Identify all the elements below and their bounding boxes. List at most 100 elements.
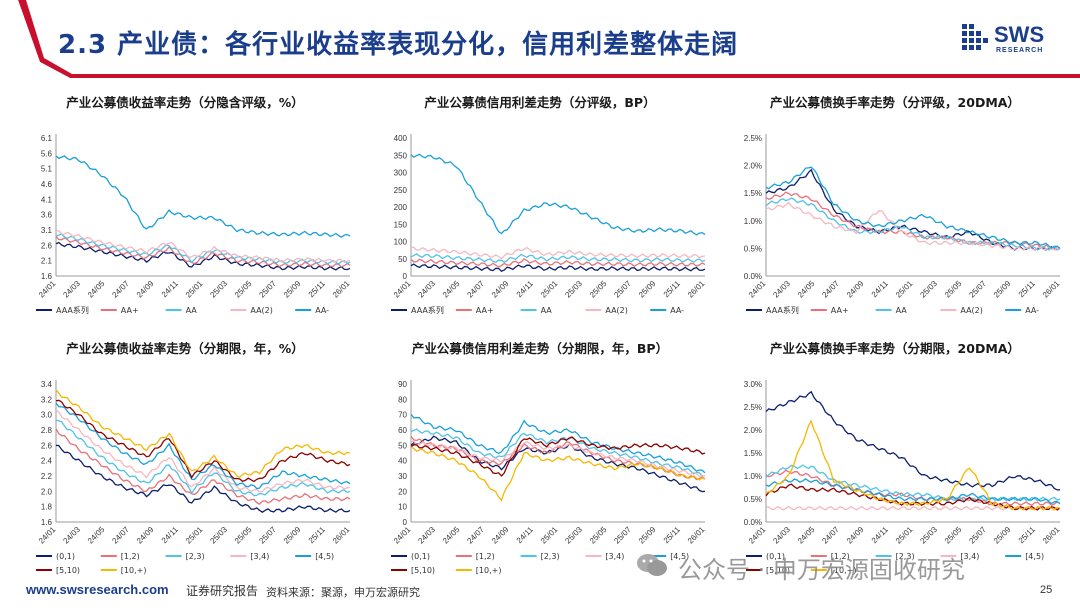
legend-label: AA(2): [250, 306, 273, 315]
x-tick-label: 25/01: [184, 525, 205, 546]
series-line: [55, 241, 351, 271]
y-tick-label: 2.1: [41, 257, 53, 266]
x-tick-label: 24/09: [490, 525, 511, 546]
x-tick-label: 25/03: [563, 525, 584, 546]
wechat-icon: [637, 554, 667, 576]
series-line: [765, 464, 1061, 502]
legend-label: AA-: [315, 306, 329, 315]
x-tick-label: 25/09: [282, 525, 303, 546]
y-tick-label: 0: [403, 518, 408, 527]
legend-label: AAA系列: [411, 305, 444, 315]
y-tick-label: 2.6: [41, 441, 53, 450]
x-tick-label: 25/11: [662, 525, 682, 545]
legend-label: [2,3): [186, 552, 205, 561]
y-tick-label: 3.2: [41, 395, 53, 404]
chart-svg: 1.6 1.8 2.0 2.2 2.4 2.6 2.8 3.0 3.2 3.4 24/01 24/03…: [36, 380, 352, 575]
y-tick-label: 5.6: [41, 149, 53, 158]
x-tick-label: 25/09: [637, 525, 658, 546]
series-line: [765, 197, 1061, 251]
watermark-text: 公众号 · 申万宏源固收研究: [678, 556, 965, 584]
series-line: [410, 258, 706, 268]
legend-label: AA+: [831, 306, 849, 315]
x-tick-label: 25/11: [307, 525, 327, 545]
x-tick-label: 25/05: [943, 279, 964, 300]
x-tick-label: 25/09: [282, 279, 303, 300]
series-line: [55, 402, 351, 490]
chart-yield-by-rating: 产业公募债收益率走势（分隐含评级，%） 1.6 2.1 2.6 3.1 3.6 4.1 4.…: [10, 92, 360, 332]
y-tick-label: 1.0%: [744, 472, 762, 481]
legend-label: [3,4): [605, 552, 624, 561]
y-tick-label: 3.4: [41, 380, 53, 389]
x-tick-label: 24/05: [86, 279, 107, 300]
series-line: [55, 229, 351, 264]
chart-title: 产业公募债收益率走势（分隐含评级，%）: [66, 95, 304, 110]
x-tick-label: 25/05: [233, 279, 254, 300]
page-title: 2.3 产业债：各行业收益率表现分化，信用利差整体走阔: [58, 30, 739, 60]
y-tick-label: 1.8: [41, 503, 53, 512]
series-line: [55, 409, 351, 493]
x-tick-label: 25/01: [539, 279, 560, 300]
x-tick-label: 24/05: [796, 279, 817, 300]
logo-icon: [962, 24, 988, 50]
x-tick-label: 26/01: [686, 279, 707, 300]
x-tick-label: 24/05: [441, 525, 462, 546]
x-tick-label: 26/01: [1041, 525, 1062, 546]
x-tick-label: 24/07: [110, 525, 131, 546]
series-line: [55, 419, 351, 497]
y-tick-label: 6.1: [41, 134, 53, 143]
x-tick-label: 24/03: [61, 279, 82, 300]
legend-label: [3,4): [250, 552, 269, 561]
legend-label: [10,+): [831, 566, 857, 575]
x-tick-label: 25/09: [992, 525, 1013, 546]
chart-svg: 0.0%0.5%1.0%1.5%2.0%2.5%3.0%24/01 24/03 24…: [744, 380, 1062, 575]
x-tick-label: 25/05: [233, 525, 254, 546]
x-tick-label: 24/09: [845, 279, 866, 300]
x-tick-label: 24/11: [160, 525, 180, 545]
series-line: [410, 436, 706, 477]
legend-label: (0,1): [766, 552, 785, 561]
x-tick-label: 25/05: [943, 525, 964, 546]
x-tick-label: 24/09: [135, 525, 156, 546]
x-tick-label: 24/09: [135, 279, 156, 300]
y-tick-label: 20: [398, 487, 407, 496]
y-tick-label: 3.0: [41, 411, 53, 420]
x-tick-label: 24/01: [747, 525, 768, 546]
x-tick-label: 25/07: [257, 525, 278, 546]
chart-title: 产业公募债信用利差走势（分期限，年，BP）: [411, 341, 669, 356]
y-tick-label: 2.6: [41, 241, 53, 250]
series-line: [410, 263, 706, 272]
legend-label: AA: [541, 306, 553, 315]
series-line: [55, 444, 351, 513]
x-tick-label: 24/07: [465, 525, 486, 546]
x-tick-label: 24/03: [416, 279, 437, 300]
legend-label: [5,10): [411, 566, 435, 575]
x-tick-label: 24/03: [771, 525, 792, 546]
x-tick-label: 25/03: [208, 279, 229, 300]
footer-url[interactable]: www.swsresearch.com: [26, 582, 169, 597]
y-tick-label: 90: [398, 380, 407, 389]
x-tick-label: 26/01: [1041, 279, 1062, 300]
x-tick-label: 25/01: [894, 279, 915, 300]
series-line: [765, 201, 1061, 251]
y-tick-label: 0.0%: [744, 518, 762, 527]
x-tick-label: 25/09: [637, 279, 658, 300]
y-tick-label: 70: [398, 411, 407, 420]
x-tick-label: 25/05: [588, 525, 609, 546]
y-tick-label: 0: [403, 272, 408, 281]
legend-label: [1,2): [476, 552, 495, 561]
y-tick-label: 5.1: [41, 165, 53, 174]
x-tick-label: 24/01: [392, 525, 413, 546]
y-tick-label: 10: [398, 503, 407, 512]
x-tick-label: 25/03: [918, 525, 939, 546]
legend-label: [5,10): [766, 566, 790, 575]
y-tick-label: 2.8: [41, 426, 53, 435]
chart-spread-by-rating: 产业公募债信用利差走势（分评级，BP） 0 50 100 150 200 250 300 35…: [365, 92, 715, 332]
series-line: [410, 413, 706, 474]
x-tick-label: 24/07: [820, 279, 841, 300]
x-tick-label: 24/09: [845, 525, 866, 546]
x-tick-label: 24/01: [392, 279, 413, 300]
series-line: [765, 166, 1061, 249]
chart-title: 产业公募债换手率走势（分评级，20DMA）: [770, 95, 1020, 110]
